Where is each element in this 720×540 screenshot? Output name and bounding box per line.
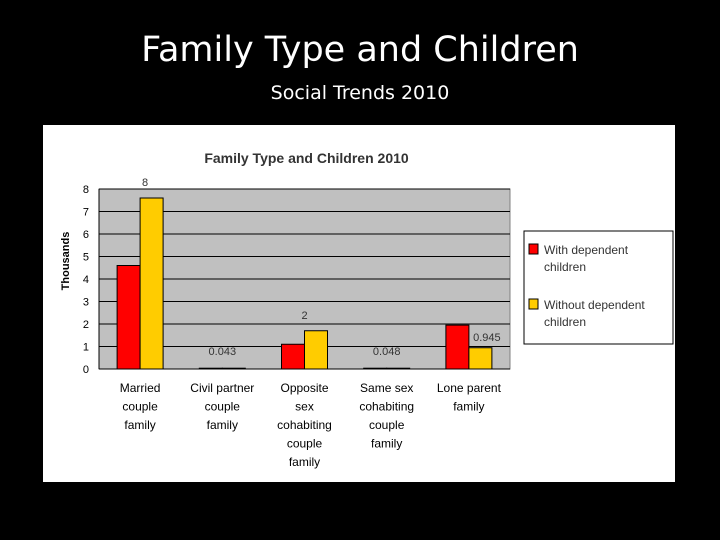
x-category-label: couple — [205, 400, 241, 414]
x-category-label: family — [453, 400, 484, 414]
bar-without-1 — [221, 367, 246, 370]
slide-title: Family Type and Children — [141, 30, 579, 70]
y-axis-label: Thousands — [60, 232, 72, 291]
x-category-label: Lone parent — [437, 381, 502, 395]
x-category-label: couple — [287, 437, 323, 451]
data-label: 8 — [142, 177, 148, 189]
data-label: 2 — [301, 310, 307, 322]
legend-box — [523, 230, 674, 345]
x-category-label: Opposite — [280, 381, 328, 395]
y-tick-label: 3 — [83, 297, 89, 309]
legend-swatch — [528, 298, 539, 310]
y-tick-label: 8 — [83, 184, 89, 196]
y-tick-label: 7 — [83, 207, 89, 219]
chart-panel: Family Type and Children 2010 0 1 2 3 4 5 6 7 8 Th… — [43, 125, 675, 482]
y-tick-label: 1 — [83, 342, 89, 354]
bar-without-2 — [304, 330, 328, 370]
family-type-chart: Family Type and Children 2010 0 1 2 3 4 5 6 7 8 Th… — [60, 150, 674, 469]
legend-label: With dependent — [544, 243, 629, 257]
bar-without-4 — [468, 347, 493, 370]
x-category-label: Married — [120, 381, 161, 395]
x-category-label: couple — [369, 418, 405, 432]
x-category-label: family — [207, 418, 238, 432]
data-label: 0.048 — [373, 346, 401, 358]
slide-subtitle: Social Trends 2010 — [270, 82, 450, 104]
bar-without-0 — [139, 197, 164, 370]
x-category-label: family — [289, 455, 320, 469]
bar-with-0 — [116, 265, 141, 370]
data-label: 0.945 — [473, 332, 501, 344]
x-category-label: sex — [295, 400, 314, 414]
y-tick-label: 0 — [83, 364, 89, 376]
bar-with-3 — [363, 367, 388, 370]
x-category-label: Same sex — [360, 381, 413, 395]
bar-with-4 — [445, 324, 470, 370]
data-label: 0.043 — [209, 346, 237, 358]
y-tick-label: 6 — [83, 229, 89, 241]
legend-label: children — [544, 260, 586, 274]
y-tick-label: 2 — [83, 319, 89, 331]
x-category-label: family — [371, 437, 402, 451]
x-category-label: Civil partner — [190, 381, 254, 395]
y-tick-label: 4 — [83, 274, 89, 286]
x-category-label: cohabiting — [277, 418, 332, 432]
bar-with-2 — [281, 343, 305, 370]
legend-label: Without dependent — [544, 298, 645, 312]
x-category-label: cohabiting — [359, 400, 414, 414]
y-tick-label: 5 — [83, 252, 89, 264]
chart-title: Family Type and Children 2010 — [204, 150, 409, 166]
legend-swatch — [528, 243, 539, 255]
bar-without-3 — [386, 367, 411, 370]
x-category-label: family — [124, 418, 155, 432]
bar-with-1 — [198, 367, 223, 370]
x-category-label: couple — [122, 400, 158, 414]
legend-label: children — [544, 315, 586, 329]
